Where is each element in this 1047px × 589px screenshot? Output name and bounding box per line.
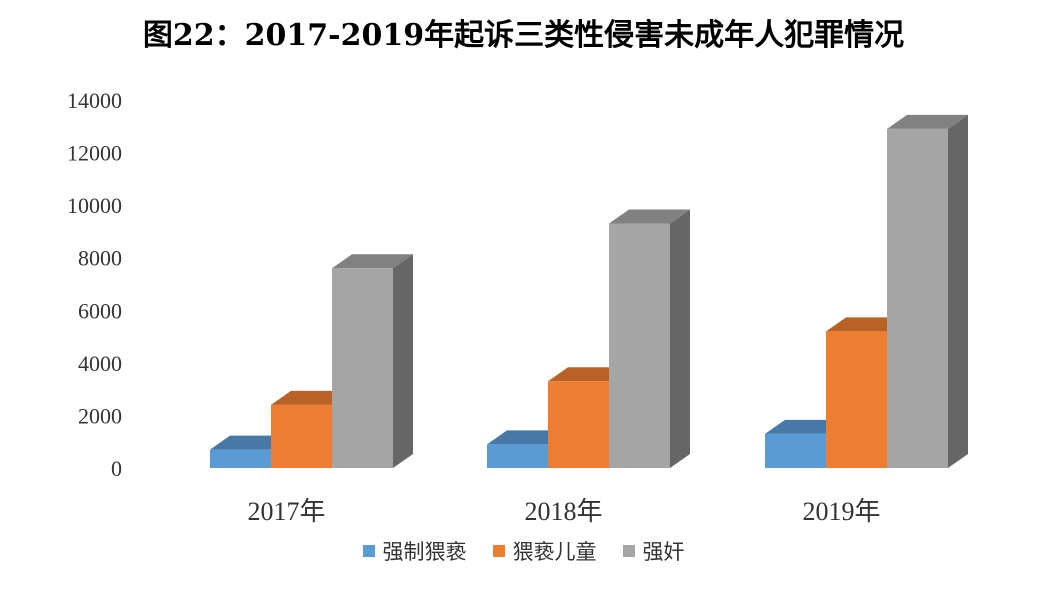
bar-1-1 <box>548 367 629 468</box>
bar-front-2-2 <box>887 128 948 468</box>
bar-2-0 <box>765 419 846 468</box>
bar-top-0-0 <box>210 435 291 450</box>
bar-front-2-0 <box>765 433 826 468</box>
legend-item-series-2: 强奸 <box>622 536 685 566</box>
bar-1-2 <box>609 209 690 469</box>
bar-top-2-1 <box>826 317 907 332</box>
legend-item-series-1: 猥亵儿童 <box>492 536 597 566</box>
bars <box>210 114 968 469</box>
y-tick-label-6: 12000 <box>67 141 122 166</box>
bar-top-2-2 <box>887 114 968 129</box>
bar-2-1 <box>826 317 907 468</box>
y-tick-label-2: 4000 <box>78 351 122 376</box>
legend-label-series-1: 猥亵儿童 <box>512 540 597 564</box>
legend-label-series-0: 强制猥亵 <box>382 540 467 564</box>
bar-top-1-1 <box>548 367 629 382</box>
bar-top-1-2 <box>609 209 690 224</box>
bar-0-0 <box>210 435 291 468</box>
bar-2-2 <box>887 114 968 469</box>
x-tick-label-1: 2018年 <box>524 497 602 526</box>
bar-top-0-2 <box>332 254 413 269</box>
x-axis: 2017年 2018年 2019年 <box>247 497 880 526</box>
bar-0-1 <box>271 390 352 468</box>
y-tick-label-4: 8000 <box>78 246 122 271</box>
bar-front-2-1 <box>826 331 887 468</box>
legend-swatch-series-1 <box>492 545 505 557</box>
bar-front-1-1 <box>548 381 609 468</box>
x-tick-label-0: 2017年 <box>247 497 325 526</box>
legend-item-series-0: 强制猥亵 <box>362 536 467 566</box>
bar-front-1-0 <box>487 444 548 468</box>
bar-top-0-1 <box>271 390 352 405</box>
bar-top-2-0 <box>765 419 846 434</box>
x-tick-label-2: 2019年 <box>802 497 880 526</box>
y-tick-label-7: 14000 <box>67 88 122 113</box>
bar-front-0-1 <box>271 404 332 468</box>
bar-0-2 <box>332 254 413 468</box>
bar-front-0-2 <box>332 268 393 468</box>
bar-1-0 <box>487 430 568 468</box>
y-tick-label-0: 0 <box>111 456 122 481</box>
legend-swatch-series-2 <box>622 545 635 557</box>
bar-front-1-2 <box>609 223 670 468</box>
y-tick-label-1: 2000 <box>78 403 122 428</box>
legend-label-series-2: 强奸 <box>642 540 685 564</box>
bar-side-2-2 <box>948 114 968 469</box>
bar-side-1-2 <box>670 209 690 469</box>
y-tick-label-5: 10000 <box>67 193 122 218</box>
bar-front-0-0 <box>210 449 271 468</box>
bar-side-0-2 <box>393 254 413 468</box>
legend-swatch-series-0 <box>362 545 375 557</box>
chart-title: 图22：2017-2019年起诉三类性侵害未成年人犯罪情况 <box>142 18 905 53</box>
bar-top-1-0 <box>487 430 568 445</box>
legend: 强制猥亵 猥亵儿童 强奸 <box>0 536 1047 566</box>
y-axis: 0 2000 4000 6000 8000 10000 12000 14000 <box>67 88 122 481</box>
y-tick-label-3: 6000 <box>78 298 122 323</box>
